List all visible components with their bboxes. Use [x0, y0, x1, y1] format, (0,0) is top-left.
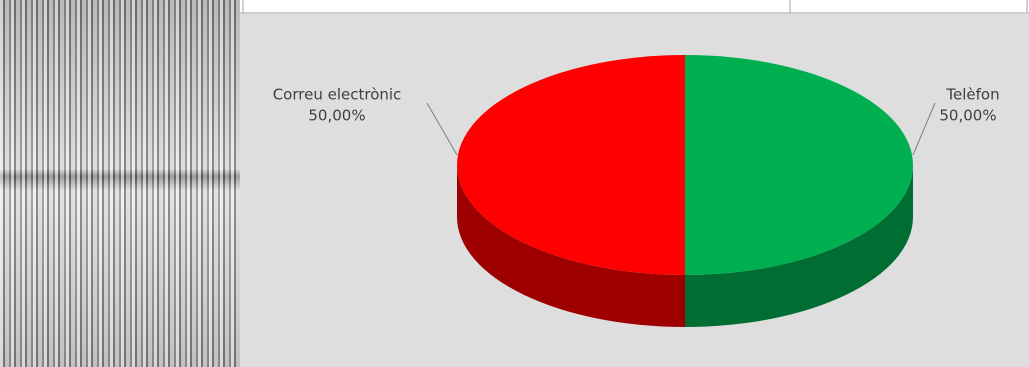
leader-line: [426, 102, 458, 156]
value-label: 50,00%: [939, 107, 996, 125]
slice: [685, 55, 913, 275]
slice: [457, 55, 685, 275]
category-label: Telèfon: [945, 86, 999, 104]
slice-side: [685, 165, 913, 327]
photo: [0, 0, 240, 367]
value-label: 50,00%: [308, 107, 365, 125]
slice-side: [457, 165, 685, 327]
leader-line: [912, 102, 936, 156]
category-label: Correu electrònic: [273, 86, 402, 104]
